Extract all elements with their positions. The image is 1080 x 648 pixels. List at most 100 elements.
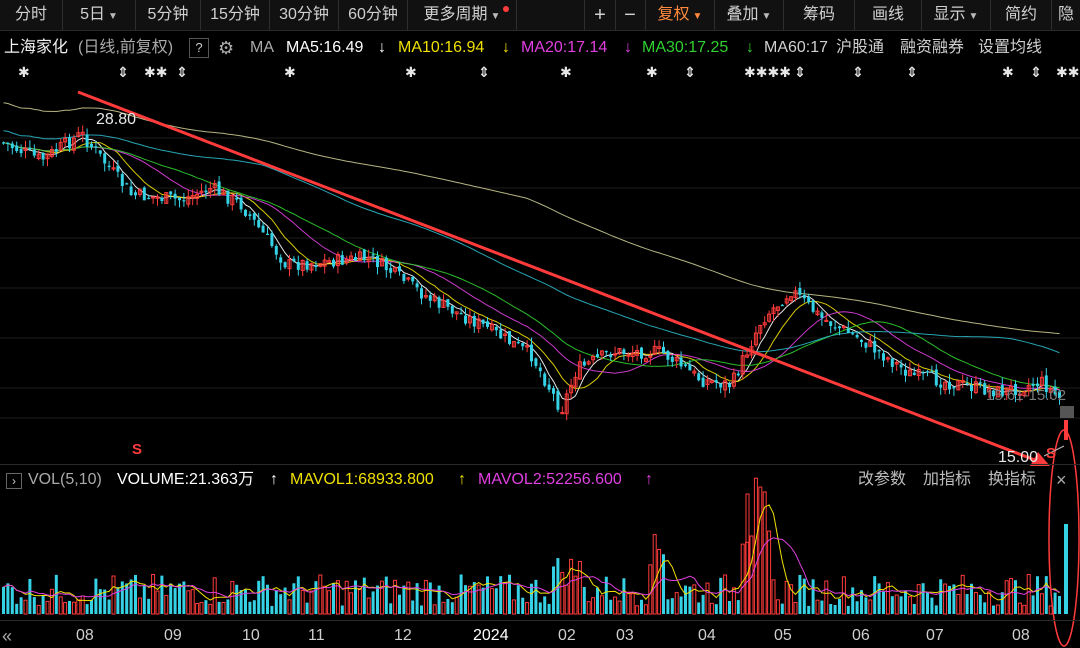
candle-body (930, 371, 934, 373)
event-marker-icon[interactable]: ⇕ (794, 64, 806, 80)
settings-gear-icon[interactable]: ⚙ (218, 38, 235, 58)
candle-body (907, 369, 912, 377)
candle-body (771, 307, 776, 315)
candle-body (640, 347, 643, 359)
fuquan-dropdown[interactable]: 复权 ▼ (646, 0, 715, 30)
diejia-dropdown[interactable]: 叠加 ▼ (715, 0, 784, 30)
volume-bar (335, 580, 340, 615)
event-marker-icon[interactable]: ✱✱ (144, 64, 168, 80)
candle-body (494, 326, 498, 331)
chouma-button[interactable]: 筹码 (784, 0, 855, 30)
chevron-down-icon: ▼ (968, 11, 979, 22)
volume-bar (116, 587, 120, 614)
event-marker-icon[interactable]: ✱ (284, 64, 296, 80)
volume-bar (389, 603, 393, 614)
candle-body (556, 390, 560, 410)
volume-bar (591, 597, 596, 615)
set-ma-button[interactable]: 设置均线 (978, 39, 1043, 56)
scroll-left-icon[interactable]: « (2, 626, 13, 646)
event-marker-icon[interactable]: ⇕ (176, 64, 188, 80)
candle-body (371, 254, 375, 256)
help-icon[interactable]: ? (189, 38, 209, 58)
tab-30min[interactable]: 30分钟 (270, 0, 339, 30)
huaxian-button[interactable]: 画线 (855, 0, 922, 30)
edit-params-button[interactable]: 改参数 (858, 471, 907, 488)
candle-body (393, 267, 398, 272)
tab-more-periods[interactable]: 更多周期 ▼ (408, 0, 517, 30)
candle-body (344, 258, 349, 264)
candle-body (80, 131, 85, 135)
axis-separator (0, 620, 1080, 621)
candle-body (666, 350, 670, 360)
stock-name: 上海家化 (4, 39, 69, 56)
candle-body (992, 390, 995, 397)
zoom-out-button[interactable]: − (615, 0, 646, 30)
event-marker-icon[interactable]: ✱ (18, 64, 30, 80)
event-marker-icon[interactable]: ⇕ (906, 64, 918, 80)
candle-body (934, 369, 938, 386)
candle-body (32, 149, 36, 156)
event-marker-icon[interactable]: ⇕ (1030, 64, 1042, 80)
volume-bar (983, 602, 987, 614)
event-marker-icon[interactable]: ⇕ (478, 64, 490, 80)
candle-body (916, 369, 921, 376)
collapse-icon[interactable]: › (6, 473, 22, 489)
yin-button[interactable]: 隐 (1057, 6, 1074, 23)
event-marker-icon[interactable]: ✱ (646, 64, 658, 80)
volume-bar (1064, 524, 1068, 614)
volume-bar (569, 558, 574, 615)
close-icon[interactable]: × (1056, 470, 1067, 490)
candle-body (366, 256, 371, 262)
event-marker-icon[interactable]: ✱ (560, 64, 572, 80)
volume-bar (76, 599, 81, 615)
up-arrow-icon: ↑ (270, 471, 278, 488)
event-marker-icon[interactable]: ⇕ (117, 64, 129, 80)
event-marker-icon[interactable]: ✱✱✱✱ (744, 64, 791, 80)
candle-body (173, 193, 177, 199)
event-marker-icon[interactable]: ✱✱ (1056, 64, 1080, 80)
volume-bar (841, 576, 846, 615)
candle-body (939, 384, 943, 388)
tab-fenshi[interactable]: 分时 (0, 0, 63, 30)
rongzi-button[interactable]: 融资融券 (900, 39, 965, 56)
add-indicator-button[interactable]: 加指标 (923, 471, 972, 488)
volume-bar (1058, 596, 1061, 614)
event-marker-icon[interactable]: ⇕ (852, 64, 864, 80)
tab-5day[interactable]: 5日 ▼ (63, 0, 136, 30)
tab-15min[interactable]: 15分钟 (201, 0, 270, 30)
volume-bar (697, 602, 701, 614)
volume-bar (164, 594, 169, 615)
candle-body (195, 193, 200, 199)
candle-body (120, 173, 124, 187)
event-marker-icon[interactable]: ✱ (1002, 64, 1014, 80)
volume-bar (930, 597, 934, 614)
candle-body (841, 325, 846, 329)
event-marker-icon[interactable]: ⇕ (684, 64, 696, 80)
volume-bar (6, 583, 10, 614)
volume-bar (894, 594, 899, 615)
tab-60min[interactable]: 60分钟 (339, 0, 408, 30)
candle-body (617, 347, 622, 355)
zoom-in-button[interactable]: + (584, 0, 616, 30)
candle-body (261, 225, 265, 233)
tab-5min[interactable]: 5分钟 (136, 0, 201, 30)
candle-body (530, 344, 533, 362)
jianyue-button[interactable]: 简约 (991, 0, 1052, 30)
hugutong-button[interactable]: 沪股通 (836, 39, 885, 56)
xianshi-dropdown[interactable]: 显示 ▼ (922, 0, 991, 30)
x-tick-label: 12 (394, 627, 412, 644)
volume-bar (182, 581, 186, 614)
switch-indicator-button[interactable]: 换指标 (988, 471, 1037, 488)
event-marker-icon[interactable]: ✱ (405, 64, 417, 80)
volume-bar (90, 600, 93, 614)
volume-bar (577, 560, 582, 615)
candle-body (626, 354, 631, 357)
candle-body (622, 349, 626, 354)
candle-body (459, 313, 463, 315)
volume-bar (674, 592, 679, 615)
volume-bar (274, 590, 278, 614)
volume-bar (807, 605, 811, 614)
volume-bar (978, 594, 982, 614)
candle-body (952, 386, 956, 389)
